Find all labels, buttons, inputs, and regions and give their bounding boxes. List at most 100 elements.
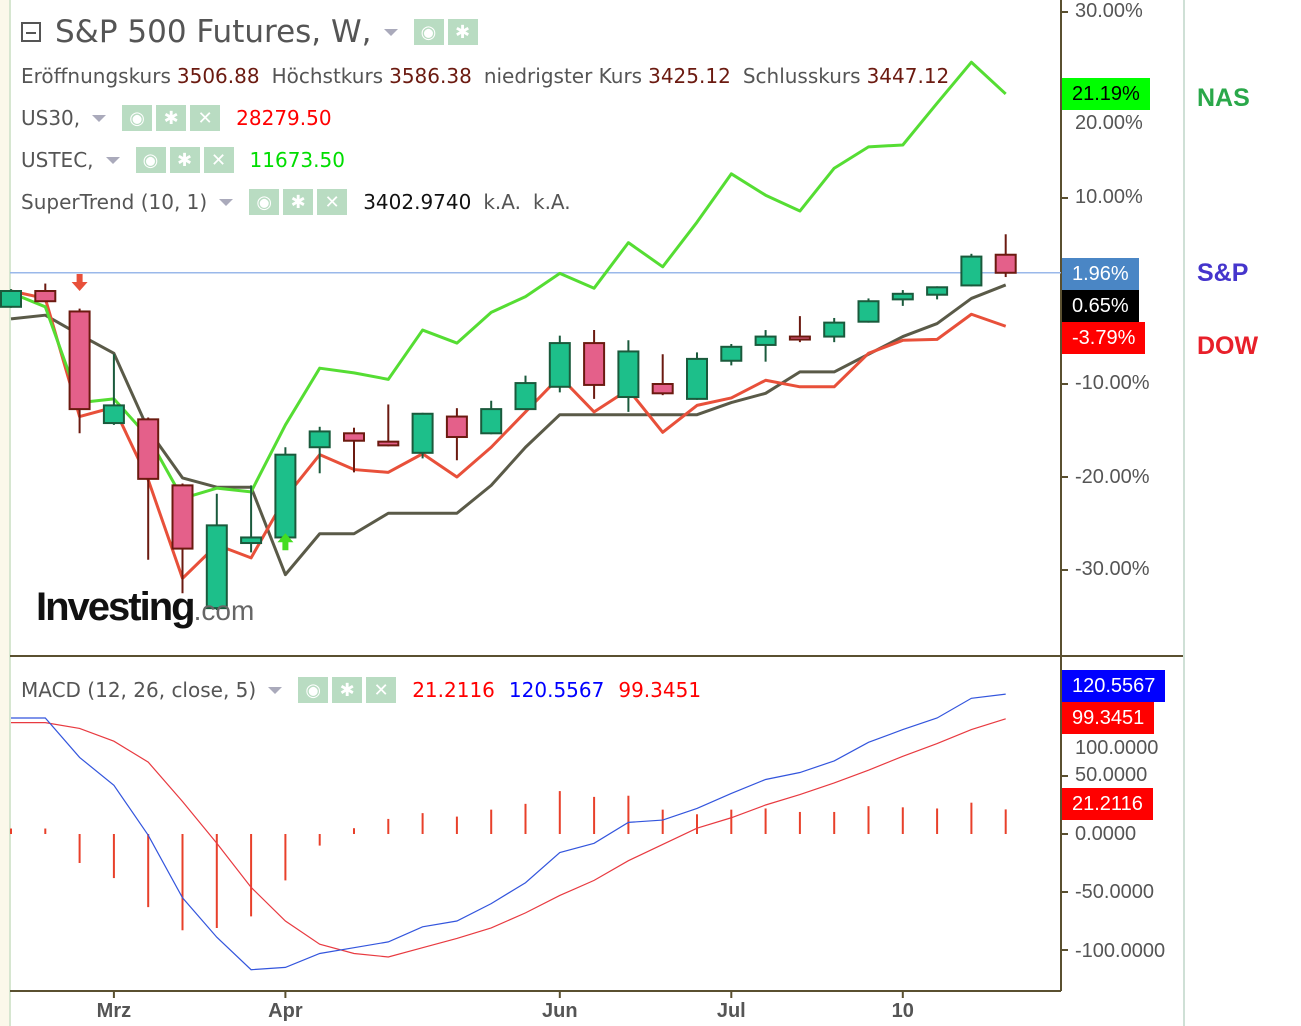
candle-body xyxy=(0,290,22,308)
candle-body xyxy=(377,440,400,447)
candle xyxy=(137,417,160,560)
macd-line xyxy=(11,693,1006,971)
dow-price-box: -3.79% xyxy=(1062,322,1146,354)
sp-side-label: S&P xyxy=(1197,259,1249,287)
eye-icon[interactable]: ◉ xyxy=(413,19,444,45)
candle xyxy=(926,286,949,300)
close-label: Schlusskurs xyxy=(742,64,861,88)
legend-supertrend-label: SuperTrend (10, 1) xyxy=(21,190,208,214)
candle xyxy=(102,354,125,425)
chevron-down-icon[interactable] xyxy=(219,198,234,206)
eye-icon[interactable]: ◉ xyxy=(298,677,329,703)
candle-body xyxy=(994,253,1017,274)
candle-body xyxy=(205,524,228,610)
legend-us30[interactable]: US30, ◉ ✱ ✕ 28279.50 xyxy=(21,105,332,131)
gear-icon[interactable]: ✱ xyxy=(283,189,314,215)
eye-icon[interactable]: ◉ xyxy=(249,189,280,215)
candle-body xyxy=(926,286,949,296)
candle-body xyxy=(651,383,674,395)
dow-side-label: DOW xyxy=(1197,332,1259,360)
legend-ustec[interactable]: USTEC, ◉ ✱ ✕ 11673.50 xyxy=(21,147,345,173)
candle xyxy=(343,427,365,473)
candle xyxy=(891,290,914,306)
candle xyxy=(514,375,537,411)
gear-icon[interactable]: ✱ xyxy=(332,677,363,703)
x-tick-label: Apr xyxy=(268,1000,303,1022)
eye-icon[interactable]: ◉ xyxy=(122,105,153,131)
x-tick-label: Mrz xyxy=(96,1000,132,1022)
chart-title-row: S&P 500 Futures, W, ◉ ✱ xyxy=(21,14,482,50)
buy-arrow-icon xyxy=(277,533,294,551)
candle xyxy=(994,234,1017,278)
collapse-icon[interactable] xyxy=(21,22,41,42)
gear-icon[interactable]: ✱ xyxy=(169,147,200,173)
close-value: 3447.12 xyxy=(866,64,950,88)
candle-body xyxy=(823,321,846,338)
candle xyxy=(651,354,674,396)
candle xyxy=(788,316,811,343)
legend-supertrend[interactable]: SuperTrend (10, 1) ◉ ✱ ✕ 3402.9740 k.A. … xyxy=(21,189,571,215)
axis-ticks xyxy=(112,11,1068,998)
macd-tick-label: 100.0000 xyxy=(1075,737,1159,759)
x-tick-label: Jun xyxy=(542,1000,578,1022)
legend-macd-hist: 21.2116 xyxy=(412,678,495,702)
high-value: 3586.38 xyxy=(389,64,472,88)
candle xyxy=(823,317,846,343)
candle-body xyxy=(686,357,708,400)
close-icon[interactable]: ✕ xyxy=(317,189,348,215)
candle-body xyxy=(960,255,983,287)
y-tick-label: -30.00% xyxy=(1075,558,1150,580)
nas-side-label: NAS xyxy=(1197,84,1250,112)
macd-tick-label: 0.0000 xyxy=(1075,823,1137,845)
candle-body xyxy=(891,292,914,301)
legend-supertrend-extra1: k.A. xyxy=(483,190,521,214)
open-label: Eröffnungskurs xyxy=(21,64,171,88)
gear-icon[interactable]: ✱ xyxy=(156,105,187,131)
high-label: Höchstkurs xyxy=(271,64,384,88)
y-tick-label: -10.00% xyxy=(1075,372,1150,394)
candle xyxy=(0,289,22,308)
candle xyxy=(240,485,263,553)
right-divider xyxy=(1183,0,1185,1026)
candle-body xyxy=(308,430,331,449)
sp-price-box: 1.96% xyxy=(1062,258,1139,290)
histogram-value-box: 21.2116 xyxy=(1062,788,1153,820)
chevron-down-icon[interactable] xyxy=(268,686,283,694)
close-icon[interactable]: ✕ xyxy=(190,105,221,131)
series-line-supertrend xyxy=(10,283,1007,577)
y-tick-label: 30.00% xyxy=(1075,0,1143,22)
investing-logo: Investing.com xyxy=(36,585,255,629)
candle-body xyxy=(102,404,125,425)
chevron-down-icon[interactable] xyxy=(92,114,107,122)
macd-tick-label: -100.0000 xyxy=(1075,940,1166,962)
legend-supertrend-extra2: k.A. xyxy=(532,190,571,214)
candle-body xyxy=(857,300,880,323)
eye-icon[interactable]: ◉ xyxy=(135,147,166,173)
y-tick-label: 20.00% xyxy=(1075,112,1143,134)
candle-body xyxy=(68,310,91,411)
candle-body xyxy=(583,342,606,386)
signal-line xyxy=(11,718,1006,958)
candle xyxy=(548,335,571,393)
candle xyxy=(205,493,228,610)
legend-ustec-label: USTEC, xyxy=(21,148,94,172)
legend-us30-label: US30, xyxy=(21,106,81,130)
chart-title: S&P 500 Futures, W, xyxy=(55,14,372,50)
candle-body xyxy=(274,453,297,539)
candle xyxy=(411,412,434,459)
candle xyxy=(480,400,503,435)
gear-icon[interactable]: ✱ xyxy=(447,19,478,45)
candle xyxy=(34,283,57,303)
legend-macd[interactable]: MACD (12, 26, close, 5) ◉ ✱ ✕ 21.2116 12… xyxy=(21,677,701,703)
close-icon[interactable]: ✕ xyxy=(366,677,397,703)
close-icon[interactable]: ✕ xyxy=(203,147,234,173)
candle xyxy=(583,330,606,399)
left-border xyxy=(0,0,11,1026)
legend-us30-value: 28279.50 xyxy=(236,106,332,130)
chevron-down-icon[interactable] xyxy=(105,156,120,164)
chevron-down-icon[interactable] xyxy=(383,28,398,36)
x-tick-label: 10 xyxy=(891,1000,914,1022)
candle xyxy=(308,426,331,474)
legend-supertrend-value: 3402.9740 xyxy=(363,190,472,214)
